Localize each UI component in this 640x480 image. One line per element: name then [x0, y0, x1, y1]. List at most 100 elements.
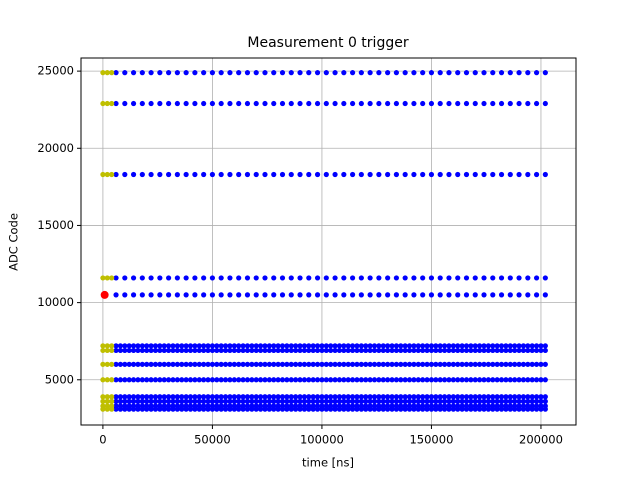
point [498, 406, 505, 412]
point [262, 292, 268, 298]
point [402, 361, 408, 367]
point [463, 361, 470, 367]
point [349, 343, 356, 349]
point [428, 394, 435, 400]
point [288, 347, 294, 354]
point [542, 406, 548, 412]
point [130, 361, 137, 367]
point [144, 347, 150, 354]
point [463, 398, 470, 404]
point [455, 275, 461, 281]
point [306, 171, 312, 178]
point [231, 343, 237, 349]
point [100, 398, 106, 404]
point [144, 394, 150, 400]
point [319, 394, 325, 400]
point [538, 398, 544, 404]
point [240, 343, 246, 349]
point [363, 347, 369, 354]
point [297, 292, 303, 298]
point [398, 377, 404, 383]
point [389, 377, 395, 383]
point [152, 361, 159, 367]
point [441, 377, 448, 383]
point [341, 398, 347, 404]
point [166, 347, 172, 354]
point [520, 343, 527, 349]
point [477, 398, 483, 404]
point [113, 406, 119, 412]
point [253, 377, 259, 383]
point [319, 377, 325, 383]
point [201, 398, 207, 404]
point [214, 394, 220, 400]
point [293, 361, 299, 367]
point [533, 361, 540, 367]
point [367, 398, 373, 404]
point [542, 275, 548, 281]
point [503, 347, 509, 354]
point [328, 406, 334, 412]
point [415, 406, 421, 412]
point [437, 171, 443, 178]
point [420, 292, 426, 298]
point [468, 406, 474, 412]
point [529, 343, 535, 349]
point [196, 398, 202, 404]
point [332, 343, 338, 349]
point [135, 406, 141, 412]
point [166, 171, 172, 178]
x-axis-label: time [ns] [302, 456, 354, 470]
point [117, 394, 124, 400]
point [161, 343, 167, 349]
point [297, 406, 303, 412]
point [472, 100, 478, 107]
point [494, 406, 500, 412]
point [117, 377, 124, 383]
point [516, 343, 522, 349]
point [498, 343, 505, 349]
point [415, 394, 421, 400]
point [345, 361, 351, 367]
point [433, 347, 439, 354]
point [174, 361, 180, 367]
point [503, 394, 509, 400]
point [209, 394, 216, 400]
point [481, 398, 487, 404]
point [148, 406, 154, 412]
point [122, 398, 128, 404]
point [512, 406, 518, 412]
point [293, 347, 299, 354]
point [253, 398, 259, 404]
point [503, 406, 509, 412]
point [525, 347, 531, 354]
point [376, 292, 382, 298]
point [314, 377, 321, 383]
point [420, 171, 426, 178]
point [314, 361, 321, 367]
point [393, 343, 399, 349]
point [455, 394, 461, 400]
point [306, 70, 312, 76]
point [100, 347, 106, 354]
point [345, 343, 351, 349]
point [485, 343, 491, 349]
point [262, 275, 268, 281]
point [227, 70, 233, 76]
point [100, 394, 106, 400]
point [262, 343, 268, 349]
point [376, 100, 382, 107]
point [533, 100, 540, 107]
point [279, 70, 286, 76]
point [279, 100, 286, 107]
point [240, 398, 246, 404]
point [100, 100, 106, 107]
point [533, 70, 540, 76]
point [236, 171, 242, 178]
point [148, 292, 154, 298]
point [529, 394, 535, 400]
point [406, 343, 413, 349]
point [196, 377, 202, 383]
point [525, 100, 531, 107]
point [345, 406, 351, 412]
